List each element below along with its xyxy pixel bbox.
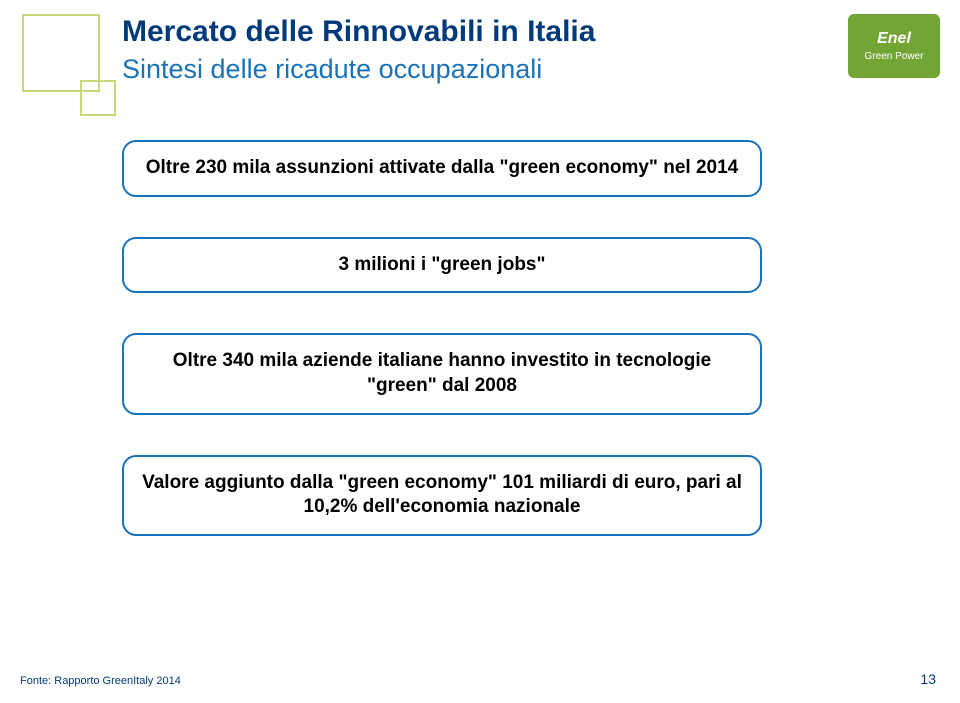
page-title: Mercato delle Rinnovabili in Italia	[122, 14, 595, 50]
decor-square-small	[80, 80, 116, 116]
brand-logo: Enel Green Power	[848, 14, 940, 78]
info-box-list: Oltre 230 mila assunzioni attivate dalla…	[122, 140, 762, 536]
slide-page: Mercato delle Rinnovabili in Italia Sint…	[0, 0, 960, 703]
info-box: Valore aggiunto dalla "green economy" 10…	[122, 455, 762, 536]
info-box: Oltre 340 mila aziende italiane hanno in…	[122, 333, 762, 414]
title-block: Mercato delle Rinnovabili in Italia Sint…	[122, 14, 595, 85]
brand-logo-sub: Green Power	[865, 51, 924, 62]
info-box: Oltre 230 mila assunzioni attivate dalla…	[122, 140, 762, 197]
info-box: 3 milioni i "green jobs"	[122, 237, 762, 294]
footer-source: Fonte: Rapporto GreenItaly 2014	[20, 675, 181, 687]
brand-logo-name: Enel	[877, 31, 911, 47]
page-number: 13	[920, 671, 936, 687]
footer-label: Fonte:	[20, 675, 51, 687]
footer-text: Rapporto GreenItaly 2014	[54, 675, 181, 687]
page-subtitle: Sintesi delle ricadute occupazionali	[122, 54, 595, 85]
